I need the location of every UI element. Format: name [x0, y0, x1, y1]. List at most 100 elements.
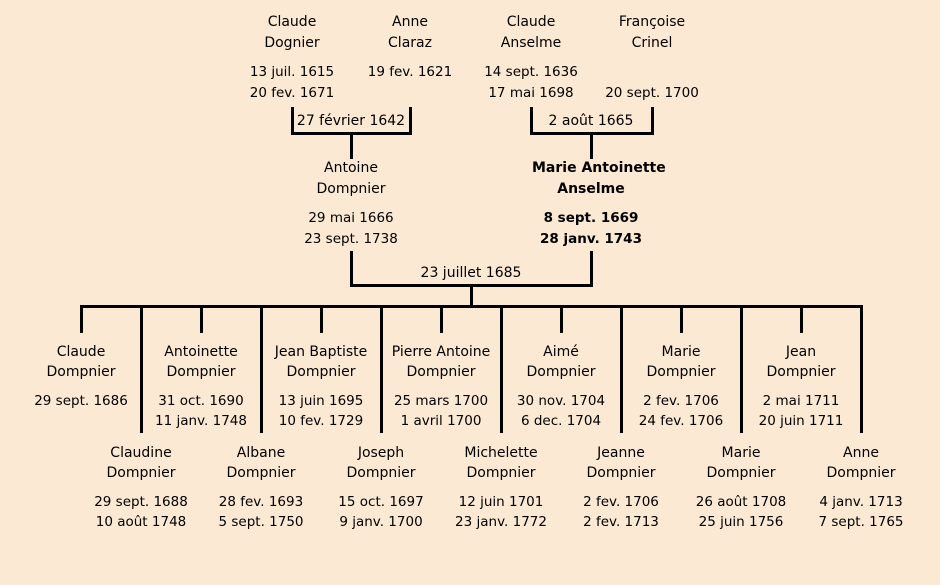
person-last-name: Dompnier — [766, 364, 836, 380]
child-drop-line-row1-6 — [680, 305, 683, 333]
person-first-name: Antoine — [324, 160, 378, 176]
birth-date: 29 sept. 1686 — [34, 393, 128, 409]
person-last-name: Anselme — [500, 35, 562, 51]
death-date: 28 janv. 1743 — [540, 231, 642, 247]
person-first-name: Michelette — [464, 445, 538, 461]
person-first-name: Joseph — [357, 445, 405, 461]
child-drop-line-row1-1 — [80, 305, 83, 333]
person-last-name: Dompnier — [226, 465, 296, 481]
marriage2-bracket-right-line — [651, 107, 654, 135]
child-drop-line-row1-5 — [560, 305, 563, 333]
person-francoise-crinel: Françoise Crinel 20 sept. 1700 — [593, 12, 711, 104]
person-anne-claraz: Anne Claraz 19 fev. 1621 — [351, 12, 469, 104]
birth-date: 12 juin 1701 — [458, 494, 544, 510]
person-claude-dompnier: Claude Dompnier 29 sept. 1686 — [22, 342, 140, 431]
person-claudine-dompnier: Claudine Dompnier 29 sept. 1688 10 août … — [82, 443, 200, 532]
person-last-name: Dompnier — [406, 364, 476, 380]
death-date: 20 sept. 1700 — [605, 85, 699, 101]
person-first-name: Marie — [721, 445, 761, 461]
birth-date: 29 mai 1666 — [308, 210, 394, 226]
person-last-name: Dompnier — [826, 465, 896, 481]
birth-date — [593, 62, 711, 83]
person-last-name: Claraz — [388, 35, 432, 51]
death-date: 7 sept. 1765 — [818, 514, 904, 530]
person-first-name: Antoinette — [164, 344, 238, 360]
birth-date: 2 fev. 1706 — [643, 393, 719, 409]
birth-date: 19 fev. 1621 — [367, 64, 453, 80]
child-drop-line-row2-7 — [860, 305, 863, 433]
birth-date: 30 nov. 1704 — [516, 393, 606, 409]
death-date: 24 fev. 1706 — [638, 413, 724, 429]
birth-date: 29 sept. 1688 — [94, 494, 188, 510]
person-first-name: Claude — [267, 14, 317, 30]
person-first-name: Jean Baptiste — [274, 344, 368, 360]
person-last-name: Dompnier — [586, 465, 656, 481]
death-date: 20 juin 1711 — [758, 413, 844, 429]
person-first-name: Marie Antoinette — [532, 160, 666, 176]
person-claude-dognier: Claude Dognier 13 juil. 1615 20 fev. 167… — [233, 12, 351, 104]
birth-date: 13 juil. 1615 — [249, 64, 335, 80]
person-first-name: Anne — [392, 14, 428, 30]
sibling-bar — [80, 305, 863, 308]
person-marie-dompnier-1708: Marie Dompnier 26 août 1708 25 juin 1756 — [682, 443, 800, 532]
marriage3-bracket-bottom-line — [350, 284, 593, 287]
person-marie-dompnier-1706: Marie Dompnier 2 fev. 1706 24 fev. 1706 — [622, 342, 740, 431]
death-date: 10 août 1748 — [95, 514, 187, 530]
birth-date: 26 août 1708 — [695, 494, 787, 510]
birth-date: 14 sept. 1636 — [484, 64, 578, 80]
child-drop-line-row2-6 — [740, 305, 743, 433]
child-drop-line-row2-2 — [260, 305, 263, 433]
child-drop-line-row1-7 — [800, 305, 803, 333]
marriage1-descent-line — [350, 135, 353, 159]
death-date: 9 janv. 1700 — [339, 514, 423, 530]
birth-date: 4 janv. 1713 — [819, 494, 903, 510]
person-claude-anselme: Claude Anselme 14 sept. 1636 17 mai 1698 — [472, 12, 590, 104]
marriage1-bracket-left-line — [291, 107, 294, 135]
marriage1-bracket-right-line — [409, 107, 412, 135]
person-jeanne-dompnier: Jeanne Dompnier 2 fev. 1706 2 fev. 1713 — [562, 443, 680, 532]
person-first-name: Claudine — [110, 445, 172, 461]
marriage3-descent-line — [470, 287, 473, 307]
marriage3-bracket-right-line — [590, 251, 593, 285]
person-marie-antoinette-anselme: Marie Antoinette Anselme 8 sept. 1669 28… — [532, 158, 666, 250]
death-date: 25 juin 1756 — [698, 514, 784, 530]
death-date — [22, 411, 140, 431]
marriage3-date-label: 23 juillet 1685 — [420, 265, 522, 281]
birth-date: 2 fev. 1706 — [583, 494, 659, 510]
person-jean-dompnier: Jean Dompnier 2 mai 1711 20 juin 1711 — [742, 342, 860, 431]
child-drop-line-row2-5 — [620, 305, 623, 433]
person-albane-dompnier: Albane Dompnier 28 fev. 1693 5 sept. 175… — [202, 443, 320, 532]
birth-date: 13 juin 1695 — [278, 393, 364, 409]
marriage2-date-label: 2 août 1665 — [548, 113, 634, 129]
person-last-name: Dompnier — [526, 364, 596, 380]
child-drop-line-row1-2 — [200, 305, 203, 333]
person-first-name: Jean — [785, 344, 817, 360]
birth-date: 31 oct. 1690 — [158, 393, 244, 409]
death-date: 20 fev. 1671 — [249, 85, 335, 101]
person-last-name: Dompnier — [316, 181, 386, 197]
person-first-name: Claude — [56, 344, 106, 360]
death-date: 5 sept. 1750 — [218, 514, 304, 530]
person-aime-dompnier: Aimé Dompnier 30 nov. 1704 6 dec. 1704 — [502, 342, 620, 431]
marriage3-bracket-left-line — [350, 251, 353, 285]
person-last-name: Dompnier — [646, 364, 716, 380]
person-first-name: Marie — [661, 344, 701, 360]
person-last-name: Dompnier — [286, 364, 356, 380]
death-date: 23 janv. 1772 — [455, 514, 547, 530]
person-first-name: Aimé — [543, 344, 579, 360]
person-last-name: Dompnier — [166, 364, 236, 380]
death-date: 2 fev. 1713 — [583, 514, 659, 530]
birth-date: 28 fev. 1693 — [218, 494, 304, 510]
person-last-name: Dompnier — [106, 465, 176, 481]
person-last-name: Dompnier — [706, 465, 776, 481]
person-pierre-antoine-dompnier: Pierre Antoine Dompnier 25 mars 1700 1 a… — [382, 342, 500, 431]
person-last-name: Dompnier — [346, 465, 416, 481]
person-antoine-dompnier: Antoine Dompnier 29 mai 1666 23 sept. 17… — [292, 158, 410, 250]
person-last-name: Anselme — [557, 181, 625, 197]
marriage2-descent-line — [590, 135, 593, 159]
child-drop-line-row2-4 — [500, 305, 503, 433]
child-drop-line-row2-3 — [380, 305, 383, 433]
death-date: 17 mai 1698 — [488, 85, 574, 101]
person-first-name: Françoise — [618, 14, 686, 30]
